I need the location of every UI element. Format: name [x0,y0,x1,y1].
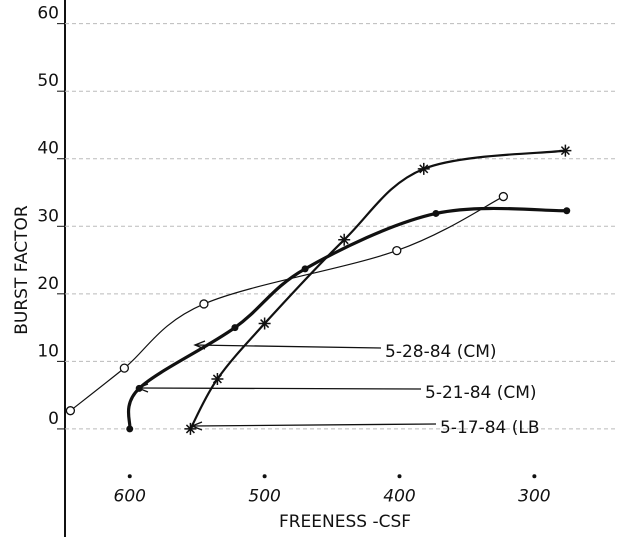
x-tick [532,474,537,479]
y-tick-label: 40 [37,139,59,159]
legend-arrow [191,423,437,427]
marker [126,425,134,433]
marker [258,317,271,330]
x-tick-label: 300 [518,486,550,506]
legend-arrow [194,344,382,349]
legend-arrowhead [190,421,203,431]
marker [184,422,197,435]
marker [559,144,572,157]
marker [563,207,571,215]
x-tick-label: 500 [248,486,280,506]
y-tick-label: 0 [48,409,59,429]
y-tick-label: 30 [37,206,59,226]
x-tick [262,474,267,479]
legend-label: 5-21-84 (CM) [425,383,537,403]
x-tick [397,474,402,479]
y-tick-label: 20 [37,274,59,294]
marker [392,245,402,256]
y-tick-label: 60 [37,4,59,24]
marker [432,209,440,217]
marker [417,162,430,175]
marker [65,406,76,416]
marker [119,363,129,373]
marker [301,265,309,273]
marker [498,191,509,202]
x-tick [127,474,132,479]
series-line [69,195,504,412]
y-tick-label: 50 [37,71,59,91]
legend-label: 5-28-84 (CM) [385,342,497,362]
marker [338,233,351,246]
legend-arrow [137,387,422,390]
x-tick-label: 400 [383,486,415,506]
marker [231,324,239,332]
legend-label: 5-17-84 (LB [440,418,540,438]
y-axis-label: BURST FACTOR [12,205,32,335]
x-tick-label: 600 [114,486,146,506]
marker [199,299,209,309]
legend-arrowhead [136,383,149,393]
x-axis-label: FREENESS -CSF [279,512,411,532]
marker [211,372,224,385]
y-tick-label: 10 [37,341,59,361]
